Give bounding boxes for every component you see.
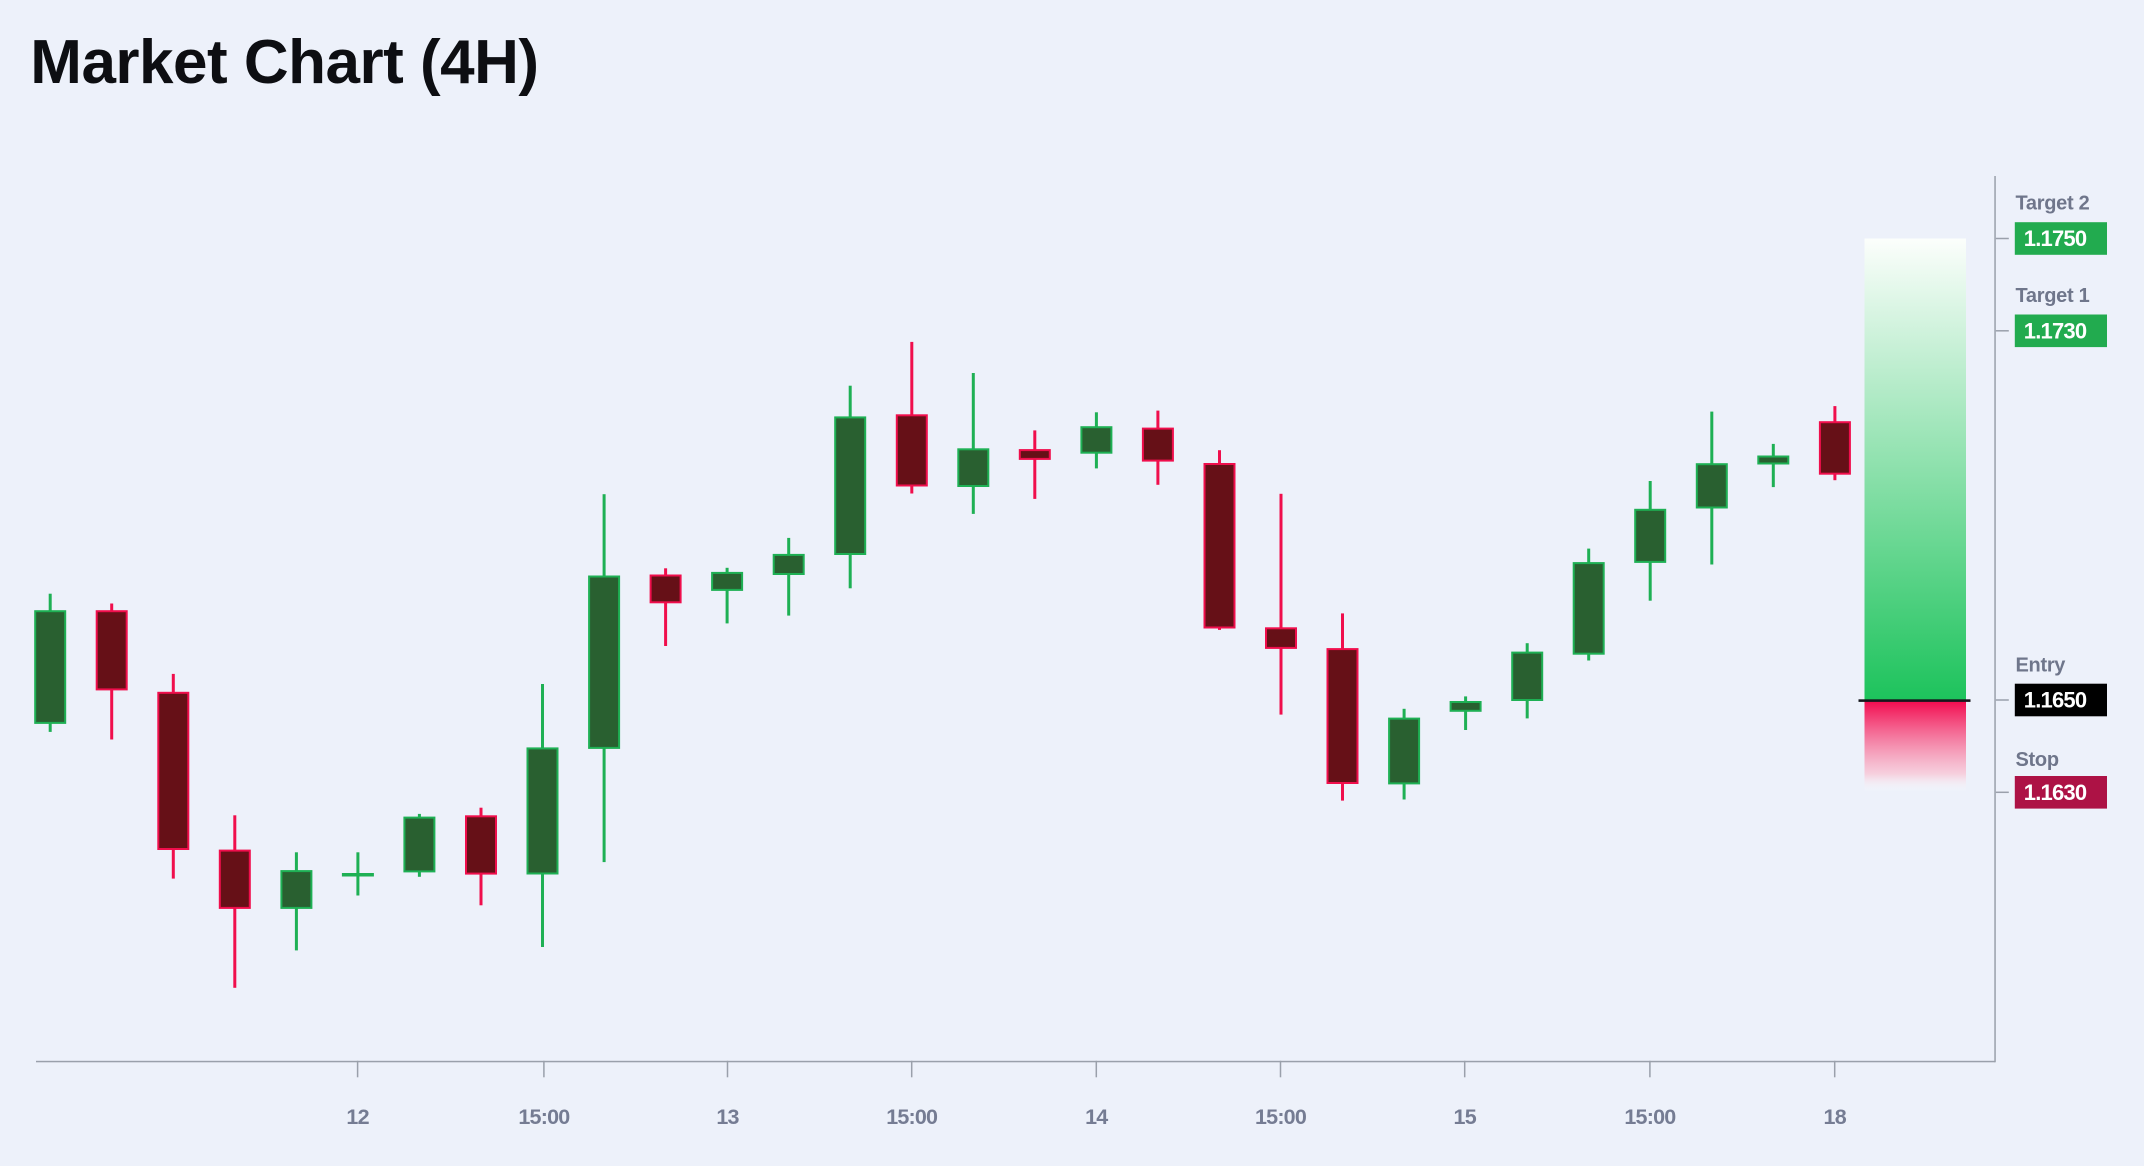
svg-text:Entry: Entry [2016, 654, 2067, 676]
svg-text:14: 14 [1085, 1105, 1108, 1129]
svg-text:1.1630: 1.1630 [2024, 780, 2087, 805]
svg-text:1.1650: 1.1650 [2024, 688, 2087, 713]
svg-text:15:00: 15:00 [1255, 1105, 1307, 1129]
svg-text:15: 15 [1454, 1105, 1477, 1129]
svg-text:15:00: 15:00 [1624, 1105, 1676, 1129]
svg-text:Target 2: Target 2 [2016, 193, 2090, 215]
svg-text:1.1750: 1.1750 [2024, 226, 2087, 251]
svg-text:15:00: 15:00 [886, 1105, 938, 1129]
svg-text:18: 18 [1824, 1105, 1847, 1129]
svg-text:Market Chart (4H): Market Chart (4H) [30, 28, 538, 97]
svg-text:Target 1: Target 1 [2016, 285, 2090, 307]
svg-text:15:00: 15:00 [518, 1105, 570, 1129]
svg-text:Stop: Stop [2016, 749, 2059, 771]
svg-text:1.1730: 1.1730 [2024, 318, 2087, 343]
svg-text:12: 12 [346, 1105, 369, 1129]
svg-text:13: 13 [716, 1105, 739, 1129]
